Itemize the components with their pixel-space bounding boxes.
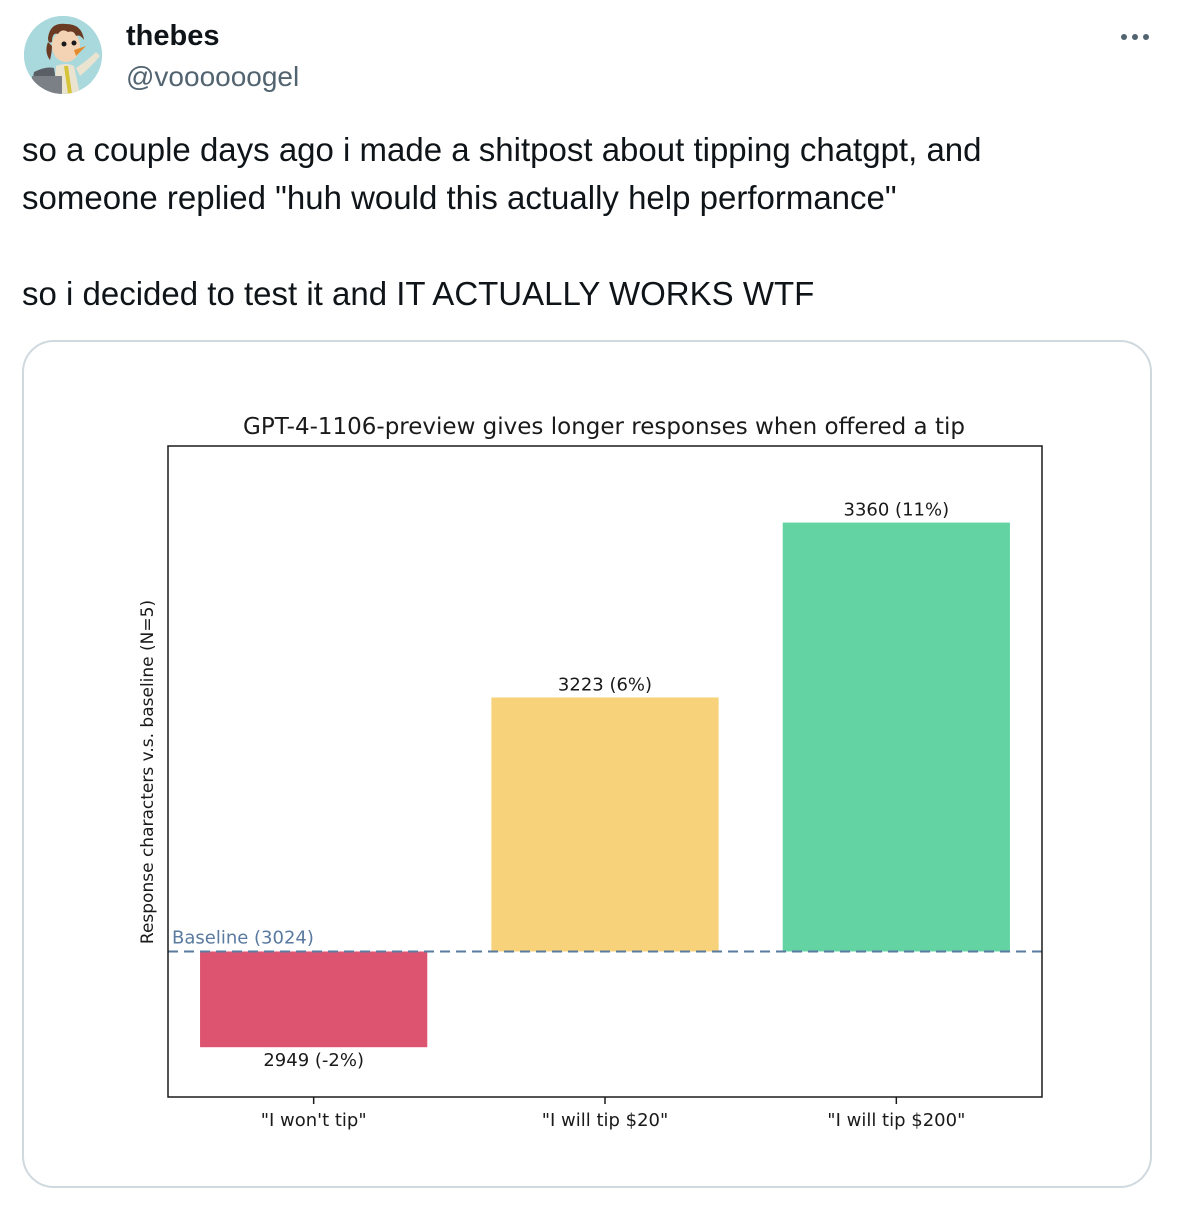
more-horizontal-icon[interactable] xyxy=(1110,20,1160,54)
tweet-text-line: so i decided to test it and IT ACTUALLY … xyxy=(22,275,815,312)
bar-value-label: 3223 (6%) xyxy=(558,674,652,695)
bar xyxy=(491,697,719,952)
avatar[interactable] xyxy=(24,16,102,94)
more-dot xyxy=(1121,34,1127,40)
x-tick-label: "I won't tip" xyxy=(261,1110,367,1131)
tweet-text: so a couple days ago i made a shitpost a… xyxy=(22,126,1152,318)
bar xyxy=(782,522,1010,952)
x-tick-label: "I will tip $20" xyxy=(542,1110,669,1131)
bar-chart: GPT-4-1106-preview gives longer response… xyxy=(138,414,1043,1131)
bar xyxy=(200,951,428,1048)
media-attachment[interactable]: GPT-4-1106-preview gives longer response… xyxy=(22,340,1152,1188)
user-handle[interactable]: @voooooogel xyxy=(126,61,300,92)
chart-title: GPT-4-1106-preview gives longer response… xyxy=(243,414,965,440)
display-name[interactable]: thebes xyxy=(126,20,220,52)
y-axis-label: Response characters v.s. baseline (N=5) xyxy=(138,600,158,944)
baseline-label: Baseline (3024) xyxy=(172,927,314,948)
more-dot xyxy=(1132,34,1138,40)
tweet-text-line: so a couple days ago i made a shitpost a… xyxy=(22,131,982,168)
tweet-text-line: someone replied "huh would this actually… xyxy=(22,179,897,216)
x-tick-label: "I will tip $200" xyxy=(827,1110,965,1131)
avatar-illustration xyxy=(24,16,102,94)
bar-value-label: 2949 (-2%) xyxy=(263,1050,364,1071)
more-dot xyxy=(1143,34,1149,40)
bar-value-label: 3360 (11%) xyxy=(844,500,950,521)
